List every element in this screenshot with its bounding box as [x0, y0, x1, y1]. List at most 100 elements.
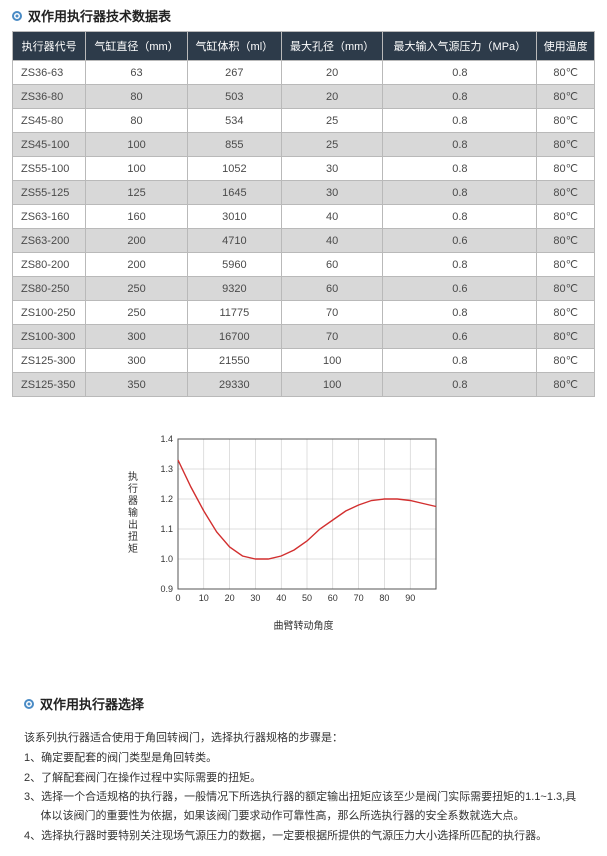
table-row: ZS55-1251251645300.880℃ [13, 181, 595, 205]
data-table: 执行器代号气缸直径（mm）气缸体积（ml）最大孔径（mm）最大输入气源压力（MP… [12, 31, 595, 397]
table-cell: ZS100-300 [13, 325, 86, 349]
table-cell: 30 [281, 181, 382, 205]
table-cell: 855 [187, 133, 281, 157]
table-header-cell: 气缸体积（ml） [187, 32, 281, 61]
table-cell: 0.8 [383, 109, 537, 133]
table-cell: 0.8 [383, 181, 537, 205]
table-cell: 20 [281, 85, 382, 109]
table-cell: ZS45-80 [13, 109, 86, 133]
table-cell: 80 [86, 85, 187, 109]
table-cell: 100 [281, 373, 382, 397]
table-cell: 9320 [187, 277, 281, 301]
table-cell: 0.8 [383, 373, 537, 397]
table-header-cell: 执行器代号 [13, 32, 86, 61]
table-cell: 80℃ [537, 133, 595, 157]
selection-item: 1、确定要配套的阀门类型是角回转类。 [24, 749, 583, 768]
table-cell: 0.8 [383, 349, 537, 373]
table-header-cell: 最大孔径（mm） [281, 32, 382, 61]
selection-item: 3、选择一个合适规格的执行器，一般情况下所选执行器的额定输出扭矩应该至少是阀门实… [24, 788, 583, 825]
selection-intro: 该系列执行器适合使用于角回转阀门，选择执行器规格的步骤是： [24, 729, 583, 745]
svg-text:80: 80 [379, 593, 389, 603]
table-cell: 80℃ [537, 277, 595, 301]
svg-text:10: 10 [198, 593, 208, 603]
table-cell: 1645 [187, 181, 281, 205]
table-cell: 21550 [187, 349, 281, 373]
table-cell: 125 [86, 181, 187, 205]
chart-xlabel: 曲臂转动角度 [144, 617, 464, 632]
table-row: ZS45-8080534250.880℃ [13, 109, 595, 133]
table-cell: 80℃ [537, 205, 595, 229]
table-cell: 0.6 [383, 277, 537, 301]
table-cell: 0.8 [383, 301, 537, 325]
table-cell: 200 [86, 253, 187, 277]
table-cell: 16700 [187, 325, 281, 349]
table-section-header: 双作用执行器技术数据表 [0, 0, 607, 31]
table-cell: ZS63-200 [13, 229, 86, 253]
chart-svg: 0.91.01.11.21.31.40102030405060708090 [144, 431, 444, 611]
table-cell: 267 [187, 61, 281, 85]
table-cell: 20 [281, 61, 382, 85]
table-cell: ZS125-350 [13, 373, 86, 397]
table-cell: 80℃ [537, 349, 595, 373]
table-cell: 0.8 [383, 85, 537, 109]
table-cell: 80℃ [537, 301, 595, 325]
table-row: ZS55-1001001052300.880℃ [13, 157, 595, 181]
table-cell: 0.8 [383, 61, 537, 85]
table-cell: 60 [281, 253, 382, 277]
table-cell: 63 [86, 61, 187, 85]
table-cell: 29330 [187, 373, 281, 397]
table-cell: 80℃ [537, 253, 595, 277]
svg-text:90: 90 [405, 593, 415, 603]
svg-text:50: 50 [301, 593, 311, 603]
selection-item: 2、了解配套阀门在操作过程中实际需要的扭矩。 [24, 769, 583, 788]
selection-list: 1、确定要配套的阀门类型是角回转类。2、了解配套阀门在操作过程中实际需要的扭矩。… [24, 749, 583, 845]
table-cell: 80℃ [537, 325, 595, 349]
table-cell: 0.8 [383, 205, 537, 229]
table-cell: 60 [281, 277, 382, 301]
table-cell: 100 [281, 349, 382, 373]
table-cell: 25 [281, 133, 382, 157]
table-cell: 4710 [187, 229, 281, 253]
svg-text:1.0: 1.0 [160, 554, 173, 564]
table-cell: 80℃ [537, 109, 595, 133]
selection-section: 双作用执行器选择 该系列执行器适合使用于角回转阀门，选择执行器规格的步骤是： 1… [0, 688, 607, 845]
table-cell: ZS55-100 [13, 157, 86, 181]
svg-text:20: 20 [224, 593, 234, 603]
svg-text:1.2: 1.2 [160, 494, 173, 504]
table-cell: 11775 [187, 301, 281, 325]
table-header-cell: 气缸直径（mm） [86, 32, 187, 61]
torque-chart: 执行器输出扭矩 0.91.01.11.21.31.401020304050607… [144, 431, 464, 632]
table-cell: 80℃ [537, 181, 595, 205]
table-cell: 0.8 [383, 133, 537, 157]
chart-ylabel: 执行器输出扭矩 [124, 471, 139, 555]
selection-item: 4、选择执行器时要特别关注现场气源压力的数据，一定要根据所提供的气源压力大小选择… [24, 827, 583, 846]
table-row: ZS63-1601603010400.880℃ [13, 205, 595, 229]
table-cell: ZS45-100 [13, 133, 86, 157]
table-cell: 0.8 [383, 157, 537, 181]
table-title: 双作用执行器技术数据表 [28, 6, 171, 25]
table-cell: ZS80-200 [13, 253, 86, 277]
table-cell: 350 [86, 373, 187, 397]
table-cell: 40 [281, 205, 382, 229]
table-row: ZS45-100100855250.880℃ [13, 133, 595, 157]
table-cell: 534 [187, 109, 281, 133]
table-cell: 1052 [187, 157, 281, 181]
table-cell: 250 [86, 301, 187, 325]
table-cell: 100 [86, 133, 187, 157]
svg-text:0: 0 [175, 593, 180, 603]
table-cell: ZS63-160 [13, 205, 86, 229]
table-cell: ZS80-250 [13, 277, 86, 301]
table-cell: 3010 [187, 205, 281, 229]
table-row: ZS100-30030016700700.680℃ [13, 325, 595, 349]
svg-text:1.3: 1.3 [160, 464, 173, 474]
table-cell: 250 [86, 277, 187, 301]
table-cell: 300 [86, 349, 187, 373]
selection-title: 双作用执行器选择 [40, 694, 144, 713]
svg-text:1.4: 1.4 [160, 434, 173, 444]
table-cell: 0.8 [383, 253, 537, 277]
table-row: ZS125-350350293301000.880℃ [13, 373, 595, 397]
svg-text:30: 30 [250, 593, 260, 603]
table-row: ZS36-6363267200.880℃ [13, 61, 595, 85]
bullet-icon [24, 699, 34, 709]
bullet-icon [12, 11, 22, 21]
